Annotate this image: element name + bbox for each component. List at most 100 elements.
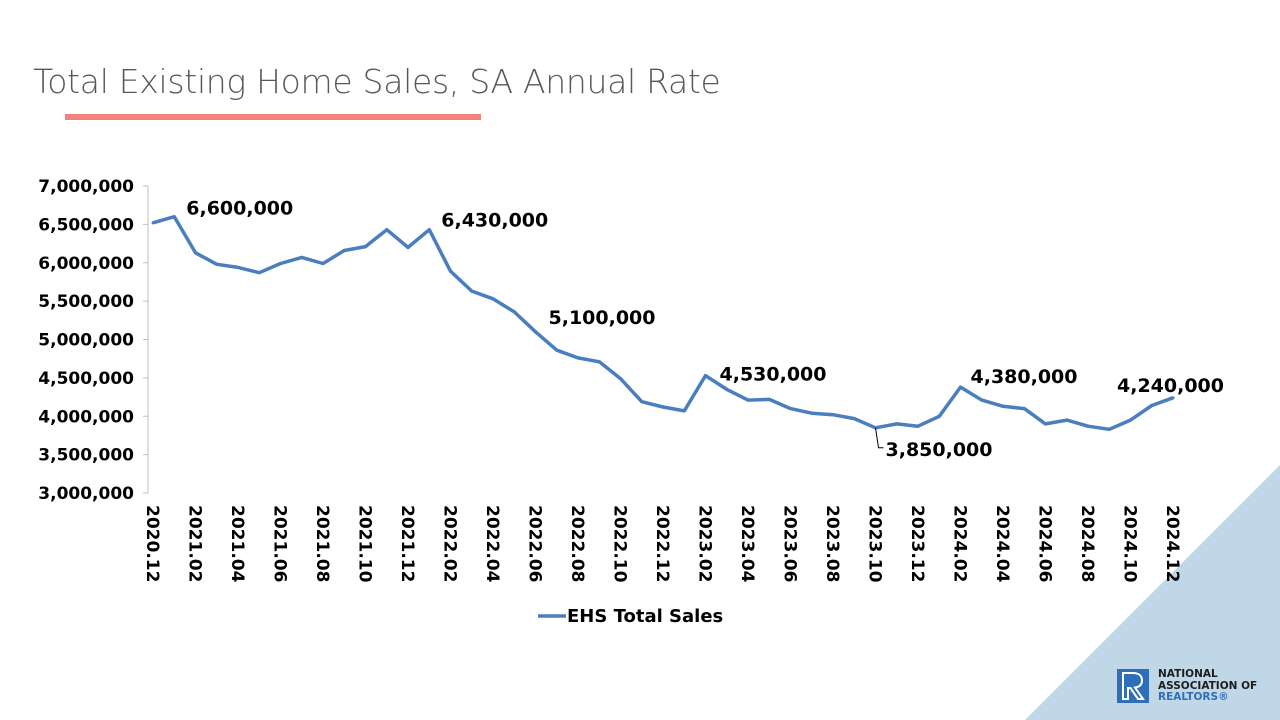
- data-label: 3,850,000: [886, 439, 993, 461]
- data-point: [619, 377, 622, 381]
- data-label: 4,240,000: [1117, 375, 1224, 397]
- data-point: [980, 398, 984, 402]
- data-label: 6,600,000: [186, 198, 293, 220]
- data-point: [172, 215, 176, 219]
- data-point: [1065, 418, 1069, 422]
- x-tick-label: 2020.12: [142, 505, 162, 582]
- data-point: [406, 245, 410, 249]
- data-point: [364, 245, 367, 249]
- x-tick-label: 2024.12: [1162, 505, 1182, 582]
- data-point: [1150, 404, 1154, 408]
- data-point: [236, 265, 240, 269]
- data-point: [470, 289, 474, 293]
- data-label: 4,530,000: [720, 364, 827, 386]
- y-tick-label: 3,000,000: [38, 484, 134, 504]
- legend: EHS Total Sales: [538, 606, 723, 627]
- data-label: 4,380,000: [971, 366, 1078, 388]
- data-point: [427, 228, 431, 232]
- x-tick-label: 2021.08: [312, 505, 332, 582]
- data-point: [1129, 418, 1132, 422]
- data-point: [385, 228, 389, 232]
- x-tick-label: 2024.06: [1035, 505, 1055, 582]
- data-point: [1171, 396, 1175, 400]
- data-point: [449, 269, 452, 273]
- data-point: [491, 297, 495, 301]
- x-tick-label: 2023.04: [737, 505, 757, 583]
- data-point: [321, 262, 325, 266]
- page-title: Total Existing Home Sales, SA Annual Rat…: [33, 62, 721, 101]
- data-point: [1022, 407, 1026, 411]
- x-tick-label: 2021.04: [227, 505, 247, 583]
- data-point: [597, 360, 601, 364]
- x-tick-label: 2021.02: [185, 505, 205, 582]
- logo-line-3: REALTORS®: [1158, 691, 1229, 703]
- data-point: [512, 310, 516, 314]
- x-tick-label: 2022.02: [440, 505, 460, 582]
- x-tick-label: 2022.12: [652, 505, 672, 582]
- data-point: [576, 356, 580, 360]
- series-line: [152, 214, 1174, 432]
- y-tick-label: 5,500,000: [38, 292, 134, 312]
- data-point: [1086, 424, 1090, 428]
- data-point: [767, 397, 771, 401]
- data-point: [937, 414, 941, 418]
- data-point: [725, 387, 729, 391]
- data-point: [959, 385, 962, 389]
- x-tick-label: 2023.02: [695, 505, 715, 582]
- x-tick-label: 2023.06: [780, 505, 800, 582]
- x-tick-label: 2023.08: [822, 505, 842, 582]
- y-tick-label: 4,000,000: [38, 407, 134, 427]
- data-point: [300, 255, 304, 259]
- data-point: [831, 413, 835, 417]
- data-point: [257, 271, 261, 275]
- data-point: [279, 262, 282, 266]
- data-point: [640, 400, 644, 404]
- y-tick-label: 4,500,000: [38, 369, 134, 389]
- y-tick-label: 3,500,000: [38, 446, 134, 466]
- data-point: [555, 348, 559, 352]
- realtor-r-logo-icon: [1117, 669, 1149, 704]
- x-tick-label: 2022.04: [482, 505, 502, 583]
- x-tick-label: 2024.08: [1077, 505, 1097, 582]
- data-point: [342, 248, 346, 252]
- data-point: [916, 424, 920, 428]
- y-tick-label: 7,000,000: [38, 177, 134, 197]
- x-tick-label: 2021.06: [270, 505, 290, 582]
- y-tick-label: 6,000,000: [38, 254, 134, 274]
- data-point: [704, 374, 707, 378]
- data-point: [534, 330, 537, 334]
- leader-line: [875, 427, 884, 449]
- data-point: [746, 398, 750, 402]
- data-point: [682, 409, 686, 413]
- data-point: [661, 405, 665, 409]
- x-tick-label: 2021.10: [355, 505, 375, 583]
- nar-logo: NATIONAL ASSOCIATION OF REALTORS®: [1117, 668, 1258, 704]
- data-point: [215, 262, 219, 266]
- x-tick-label: 2023.10: [865, 505, 885, 583]
- title-underline: [65, 114, 481, 120]
- series-ehs-total-sales: [151, 214, 1175, 432]
- data-point: [789, 407, 792, 411]
- x-tick-label: 2022.10: [610, 505, 630, 583]
- data-point: [895, 422, 899, 426]
- legend-label: EHS Total Sales: [567, 606, 723, 627]
- logo-line-1: NATIONAL: [1158, 668, 1218, 680]
- x-tick-label: 2024.04: [992, 505, 1012, 583]
- data-point: [1044, 422, 1047, 426]
- x-tick-label: 2021.12: [397, 505, 417, 582]
- y-axis: 3,000,000 3,500,000 4,000,000 4,500,000 5,00…: [38, 177, 149, 504]
- x-tick-label: 2022.06: [525, 505, 545, 582]
- data-label: 6,430,000: [441, 210, 548, 232]
- data-point: [852, 417, 856, 421]
- data-labels: 6,600,000 6,430,000 5,100,000 4,530,000 3,85…: [186, 198, 1224, 461]
- data-point: [1107, 427, 1111, 431]
- x-tick-label: 2024.02: [950, 505, 970, 582]
- data-point: [194, 251, 197, 255]
- logo-line-2: ASSOCIATION OF: [1158, 679, 1258, 692]
- data-point: [1001, 404, 1005, 408]
- data-point: [151, 221, 155, 225]
- x-tick-label: 2024.10: [1120, 505, 1140, 583]
- y-tick-label: 5,000,000: [38, 331, 134, 351]
- x-axis: 2020.12 2021.02 2021.04 2021.06 2021.08 2021.…: [142, 505, 1182, 583]
